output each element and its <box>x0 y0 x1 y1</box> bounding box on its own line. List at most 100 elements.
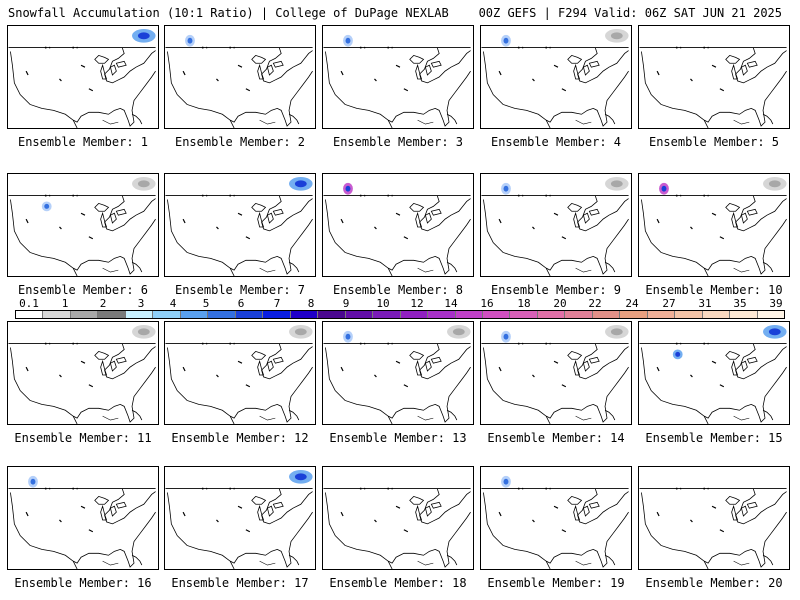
snowfall-core <box>610 328 623 336</box>
snowfall-core <box>610 32 623 40</box>
us-outline-map <box>639 176 787 276</box>
ensemble-member-label: Ensemble Member: 6 <box>17 283 149 297</box>
legend-labels: 0.1 1 2 3 4 5 6 7 8 9 10 12 14 16 18 20 22 24 27 31 35 39 <box>15 297 785 310</box>
legend-swatch <box>16 311 44 318</box>
legend-label: 24 <box>625 297 639 310</box>
legend-swatch <box>373 311 401 318</box>
snowfall-core <box>294 180 307 188</box>
legend-swatch <box>400 311 429 318</box>
legend-label: 2 <box>99 297 107 310</box>
snowfall-core <box>503 333 509 340</box>
ensemble-member-map <box>480 321 632 425</box>
legend-label: 1 <box>61 297 69 310</box>
ensemble-member-map <box>164 466 316 570</box>
ensemble-member-label: Ensemble Member: 11 <box>14 431 152 445</box>
legend-swatch <box>482 311 511 318</box>
ensemble-member-label: Ensemble Member: 7 <box>174 283 306 297</box>
ensemble-member-label: Ensemble Member: 15 <box>645 431 783 445</box>
legend-swatch <box>620 311 648 318</box>
snowfall-core <box>452 328 465 336</box>
snowfall-core <box>44 203 50 209</box>
legend-swatch <box>757 311 785 318</box>
legend-swatch <box>702 311 731 318</box>
ensemble-member-label: Ensemble Member: 16 <box>14 576 152 590</box>
snowfall-core <box>345 185 351 192</box>
legend-swatch <box>235 311 264 318</box>
legend-swatch <box>318 311 346 318</box>
ensemble-member-label: Ensemble Member: 13 <box>329 431 467 445</box>
ensemble-member-map <box>638 466 790 570</box>
ensemble-member-label: Ensemble Member: 12 <box>171 431 309 445</box>
map-title: Snowfall Accumulation (10:1 Ratio) | Col… <box>8 6 449 20</box>
legend-swatch <box>70 311 99 318</box>
legend-swatch <box>98 311 126 318</box>
us-outline-map <box>481 28 629 128</box>
snowfall-core <box>137 328 150 336</box>
legend-label: 18 <box>517 297 531 310</box>
us-outline-map <box>8 324 156 424</box>
us-outline-map <box>165 176 313 276</box>
snowfall-core <box>503 478 509 485</box>
legend-label: 0.1 <box>19 297 39 310</box>
snowfall-core <box>610 180 623 188</box>
legend-swatch <box>592 311 621 318</box>
ensemble-member-map <box>7 466 159 570</box>
ensemble-member-label: Ensemble Member: 2 <box>174 135 306 149</box>
ensemble-member-label: Ensemble Member: 5 <box>648 135 780 149</box>
snowfall-core <box>30 478 36 485</box>
ensemble-member-label: Ensemble Member: 20 <box>645 576 783 590</box>
legend-label: 10 <box>376 297 390 310</box>
legend-swatch <box>428 311 456 318</box>
legend-swatch <box>565 311 593 318</box>
legend-swatch <box>537 311 566 318</box>
ensemble-member-map <box>480 466 632 570</box>
legend-swatch <box>208 311 236 318</box>
legend-swatch <box>455 311 483 318</box>
legend-swatch <box>730 311 758 318</box>
ensemble-member-map <box>7 173 159 277</box>
legend-label: 4 <box>169 297 177 310</box>
us-outline-map <box>165 34 313 128</box>
snowfall-core <box>503 37 509 44</box>
snowfall-core <box>675 351 681 357</box>
ensemble-member-map <box>322 466 474 570</box>
legend-label: 12 <box>410 297 424 310</box>
snowfall-core <box>187 37 193 44</box>
us-outline-map <box>323 34 471 128</box>
legend-label: 16 <box>480 297 494 310</box>
legend-label: 3 <box>137 297 145 310</box>
ensemble-member-label: Ensemble Member: 17 <box>171 576 309 590</box>
legend-label: 5 <box>202 297 210 310</box>
snowfall-core <box>345 333 351 340</box>
snowfall-core <box>768 180 781 188</box>
legend-label: 6 <box>237 297 245 310</box>
legend-label: 27 <box>662 297 676 310</box>
us-outline-map <box>639 46 787 128</box>
ensemble-member-label: Ensemble Member: 18 <box>329 576 467 590</box>
legend-swatch <box>43 311 71 318</box>
ensemble-member-map <box>638 173 790 277</box>
ensemble-member-map <box>480 25 632 129</box>
ensemble-member-label: Ensemble Member: 3 <box>332 135 464 149</box>
snowfall-core <box>137 32 150 40</box>
ensemble-member-map <box>164 321 316 425</box>
legend-swatch <box>125 311 154 318</box>
us-outline-map <box>323 487 471 569</box>
legend-label: 39 <box>769 297 783 310</box>
legend-label: 8 <box>307 297 315 310</box>
ensemble-member-map <box>638 321 790 425</box>
ensemble-member-map <box>322 321 474 425</box>
snowfall-core <box>345 37 351 44</box>
ensemble-member-label: Ensemble Member: 9 <box>490 283 622 297</box>
ensemble-member-label: Ensemble Member: 8 <box>332 283 464 297</box>
snowfall-core <box>294 473 307 481</box>
legend-swatch <box>180 311 209 318</box>
us-outline-map <box>639 487 787 569</box>
us-outline-map <box>165 469 313 569</box>
legend-swatch <box>153 311 181 318</box>
ensemble-member-map <box>164 25 316 129</box>
ensemble-member-label: Ensemble Member: 1 <box>17 135 149 149</box>
ensemble-member-map <box>7 321 159 425</box>
ensemble-member-map <box>322 173 474 277</box>
legend-swatch <box>263 311 291 318</box>
